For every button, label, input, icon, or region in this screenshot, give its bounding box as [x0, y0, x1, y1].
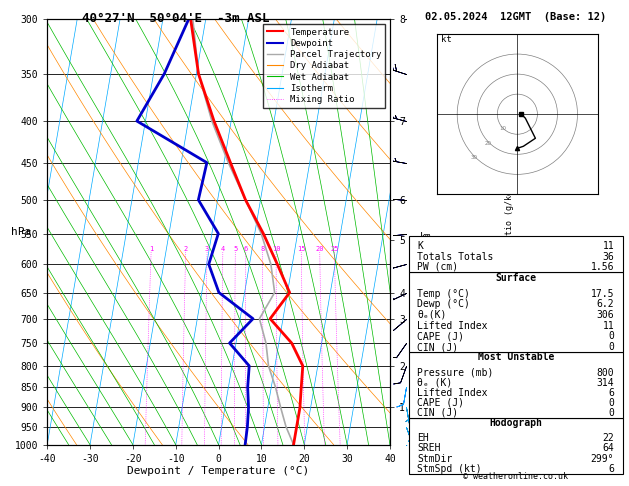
Text: EH: EH — [418, 434, 429, 443]
Text: 36: 36 — [603, 252, 614, 261]
Text: Mixing Ratio (g/kg): Mixing Ratio (g/kg) — [506, 185, 515, 279]
Text: SREH: SREH — [418, 443, 441, 453]
Y-axis label: km
ASL: km ASL — [417, 232, 435, 254]
Text: 2: 2 — [184, 246, 188, 252]
Text: PW (cm): PW (cm) — [418, 262, 459, 272]
Text: © weatheronline.co.uk: © weatheronline.co.uk — [464, 472, 568, 481]
Text: Dewp (°C): Dewp (°C) — [418, 299, 470, 309]
Text: 20: 20 — [316, 246, 324, 252]
Text: 6: 6 — [243, 246, 248, 252]
Text: StmDir: StmDir — [418, 453, 453, 464]
Text: 6.2: 6.2 — [596, 299, 614, 309]
Text: Most Unstable: Most Unstable — [477, 352, 554, 363]
Text: StmSpd (kt): StmSpd (kt) — [418, 464, 482, 474]
Text: CIN (J): CIN (J) — [418, 342, 459, 352]
Text: Hodograph: Hodograph — [489, 418, 542, 428]
Text: 0: 0 — [608, 398, 614, 408]
Text: LCL: LCL — [416, 385, 431, 394]
Text: 64: 64 — [603, 443, 614, 453]
Text: 0: 0 — [608, 408, 614, 418]
Text: CAPE (J): CAPE (J) — [418, 331, 464, 341]
Text: hPa: hPa — [11, 227, 31, 237]
Text: Totals Totals: Totals Totals — [418, 252, 494, 261]
Text: CIN (J): CIN (J) — [418, 408, 459, 418]
Text: 11: 11 — [603, 241, 614, 251]
Text: Pressure (mb): Pressure (mb) — [418, 367, 494, 378]
Text: 6: 6 — [608, 388, 614, 398]
Text: 8: 8 — [260, 246, 265, 252]
Text: θₑ(K): θₑ(K) — [418, 310, 447, 320]
Text: Lifted Index: Lifted Index — [418, 321, 488, 330]
Text: 299°: 299° — [591, 453, 614, 464]
Text: 40°27'N  50°04'E  -3m ASL: 40°27'N 50°04'E -3m ASL — [82, 12, 270, 25]
Text: 30: 30 — [470, 155, 477, 160]
Text: 20: 20 — [485, 140, 492, 146]
Text: 0: 0 — [608, 331, 614, 341]
Text: 02.05.2024  12GMT  (Base: 12): 02.05.2024 12GMT (Base: 12) — [425, 12, 606, 22]
Text: 10: 10 — [499, 126, 506, 131]
Text: Temp (°C): Temp (°C) — [418, 289, 470, 298]
Text: 800: 800 — [596, 367, 614, 378]
Text: 22: 22 — [603, 434, 614, 443]
Text: 10: 10 — [272, 246, 281, 252]
Text: 0: 0 — [608, 342, 614, 352]
Text: 15: 15 — [297, 246, 306, 252]
Text: K: K — [418, 241, 423, 251]
Text: Surface: Surface — [495, 273, 537, 282]
Legend: Temperature, Dewpoint, Parcel Trajectory, Dry Adiabat, Wet Adiabat, Isotherm, Mi: Temperature, Dewpoint, Parcel Trajectory… — [264, 24, 386, 108]
Text: 306: 306 — [596, 310, 614, 320]
Text: 314: 314 — [596, 378, 614, 388]
Text: 25: 25 — [330, 246, 338, 252]
Text: θₑ (K): θₑ (K) — [418, 378, 453, 388]
Text: 1.56: 1.56 — [591, 262, 614, 272]
Text: Lifted Index: Lifted Index — [418, 388, 488, 398]
Text: 11: 11 — [603, 321, 614, 330]
Text: 5: 5 — [233, 246, 237, 252]
Text: 4: 4 — [221, 246, 225, 252]
Text: CAPE (J): CAPE (J) — [418, 398, 464, 408]
Text: 3: 3 — [205, 246, 209, 252]
Text: 6: 6 — [608, 464, 614, 474]
Text: kt: kt — [441, 35, 452, 44]
Text: 1: 1 — [149, 246, 153, 252]
Text: 17.5: 17.5 — [591, 289, 614, 298]
X-axis label: Dewpoint / Temperature (°C): Dewpoint / Temperature (°C) — [128, 467, 309, 476]
